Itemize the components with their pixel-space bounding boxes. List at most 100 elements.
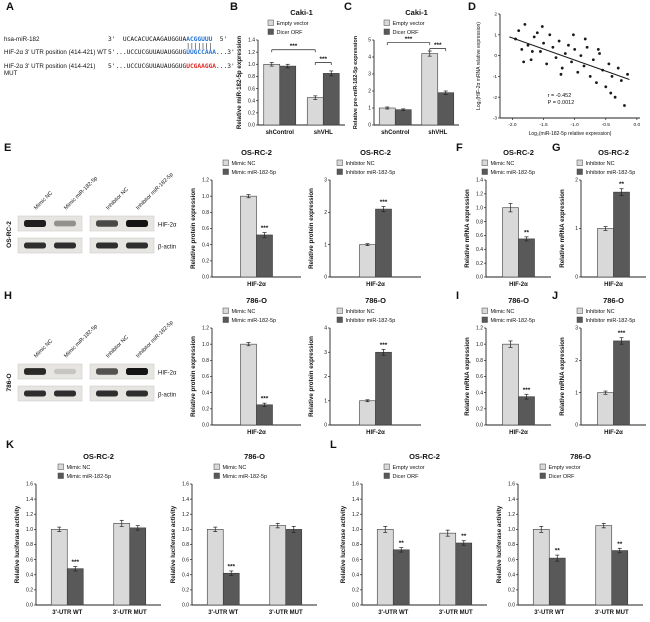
svg-text:3: 3 bbox=[324, 178, 327, 184]
svg-text:1: 1 bbox=[368, 106, 371, 112]
svg-text:0.8: 0.8 bbox=[352, 542, 359, 548]
svg-text:Relative luciferase activity: Relative luciferase activity bbox=[496, 505, 503, 583]
svg-text:3'-UTR MUT: 3'-UTR MUT bbox=[113, 610, 147, 616]
svg-text:3'-UTR WT: 3'-UTR WT bbox=[534, 610, 564, 616]
svg-text:HIF-2α: HIF-2α bbox=[509, 282, 528, 288]
svg-text:β-actin: β-actin bbox=[158, 245, 176, 251]
svg-text:0.2: 0.2 bbox=[508, 588, 515, 594]
svg-text:0.2: 0.2 bbox=[182, 588, 189, 594]
svg-text:***: *** bbox=[380, 342, 388, 349]
svg-text:Mimic miR-182-5p: Mimic miR-182-5p bbox=[491, 170, 536, 176]
svg-text:0.0: 0.0 bbox=[182, 603, 189, 609]
svg-text:Mimic miR-182-5p: Mimic miR-182-5p bbox=[232, 318, 277, 324]
panel-label-d: D bbox=[468, 1, 476, 13]
svg-text:1.0: 1.0 bbox=[476, 205, 483, 211]
svg-text:HIF-2α: HIF-2α bbox=[158, 371, 177, 377]
svg-text:0.6: 0.6 bbox=[508, 557, 515, 563]
chart-786o-mrna-mimic: 786-O Mimic NC Mimic miR-182-5p 0.0 0.2 0.4 0.… bbox=[462, 294, 554, 438]
svg-text:1: 1 bbox=[324, 242, 327, 248]
svg-text:HIF-2α: HIF-2α bbox=[604, 282, 623, 288]
chart-svg-H1: 786-O Mimic NC Mimic miR-182-5p 0.0 0.2 0.4 0.… bbox=[190, 296, 301, 436]
svg-text:4: 4 bbox=[368, 55, 371, 61]
sequence-alignment-panel: hsa-miR-182 3' UCACACUCAAGAUGGUAACGGUUU … bbox=[4, 36, 235, 77]
panel-label-j: J bbox=[552, 290, 559, 302]
svg-text:***: *** bbox=[261, 225, 269, 232]
svg-text:HIF-2α: HIF-2α bbox=[366, 282, 385, 288]
svg-text:Inhibitor miR-182-5p: Inhibitor miR-182-5p bbox=[586, 318, 636, 324]
svg-text:Empty vector: Empty vector bbox=[549, 465, 581, 471]
svg-text:0: 0 bbox=[575, 423, 578, 429]
chart-svg-C: Caki-1 Empty vector Dicer ORF 0 1 2 3 4 5 Relativ… bbox=[353, 8, 459, 136]
svg-text:1.2: 1.2 bbox=[26, 512, 33, 518]
svg-text:0.0: 0.0 bbox=[26, 603, 33, 609]
svg-text:0.8: 0.8 bbox=[248, 74, 255, 80]
blot-svg-H: 786-O Mimic NC Mimic miR-182-5p Inhibitor N… bbox=[6, 320, 177, 402]
chart-osrc2-luciferase-mimic: OS-RC-2 Mimic NC Mimic miR-182-5p 0.0 0.2 0.4… bbox=[12, 450, 164, 618]
svg-text:***: *** bbox=[290, 43, 298, 50]
svg-text:Inhibitor NC: Inhibitor NC bbox=[346, 309, 375, 315]
svg-text:0.4: 0.4 bbox=[182, 572, 189, 578]
panel-label-g: G bbox=[552, 142, 561, 154]
svg-text:***: *** bbox=[523, 387, 531, 394]
utr-wt-site: UUGCCAAA bbox=[186, 49, 217, 56]
chart-svg-I: 786-O Mimic NC Mimic miR-182-5p 0.0 0.2 0.4 0.… bbox=[464, 296, 551, 436]
svg-text:2: 2 bbox=[324, 210, 327, 216]
mir-name: hsa-miR-182 bbox=[4, 36, 40, 43]
svg-text:Dicer ORF: Dicer ORF bbox=[277, 30, 304, 36]
svg-text:786-O: 786-O bbox=[570, 452, 591, 461]
svg-text:0.8: 0.8 bbox=[182, 542, 189, 548]
svg-text:0: 0 bbox=[368, 123, 371, 129]
svg-text:1.4: 1.4 bbox=[476, 178, 483, 184]
chart-osrc2-mrna-mimic: OS-RC-2 Mimic NC Mimic miR-182-5p 0.0 0.2 0.4… bbox=[462, 146, 554, 290]
chart-caki1-premir182: Caki-1 Empty vector Dicer ORF 0 1 2 3 4 5 Relativ… bbox=[350, 6, 462, 138]
svg-text:1.0: 1.0 bbox=[202, 194, 209, 200]
svg-text:0.4: 0.4 bbox=[202, 390, 209, 396]
svg-text:Relative protein expression: Relative protein expression bbox=[190, 336, 197, 417]
base-pairing-row: ||||||| bbox=[4, 43, 232, 50]
svg-text:Inhibitor miR-182-5p: Inhibitor miR-182-5p bbox=[346, 318, 396, 324]
svg-text:0.2: 0.2 bbox=[352, 588, 359, 594]
chart-svg-K1: OS-RC-2 Mimic NC Mimic miR-182-5p 0.0 0.2 0.4… bbox=[14, 452, 161, 616]
svg-text:Mimic NC: Mimic NC bbox=[33, 190, 54, 211]
svg-text:1.0: 1.0 bbox=[202, 342, 209, 348]
svg-text:Mimic miR-182-5p: Mimic miR-182-5p bbox=[491, 318, 536, 324]
svg-text:Caki-1: Caki-1 bbox=[405, 8, 428, 17]
svg-text:Log₂(miR-182-5p relative expre: Log₂(miR-182-5p relative expression) bbox=[529, 131, 612, 137]
svg-text:2: 2 bbox=[368, 89, 371, 95]
svg-text:1.2: 1.2 bbox=[202, 326, 209, 332]
panel-label-c: C bbox=[344, 1, 352, 13]
chart-svg-B: Caki-1 Empty vector Dicer ORF 0.0 0.2 0.4 0.6 0… bbox=[236, 8, 345, 136]
svg-text:3: 3 bbox=[368, 72, 371, 78]
svg-text:0: 0 bbox=[324, 423, 327, 429]
svg-text:1.4: 1.4 bbox=[352, 497, 359, 503]
svg-text:OS-RC-2: OS-RC-2 bbox=[83, 452, 114, 461]
chart-786o-protein-inhibitor: 786-O Inhibitor NC Inhibitor miR-182-5p 0 1 2… bbox=[306, 294, 424, 438]
svg-text:Relative mRNA expression: Relative mRNA expression bbox=[464, 337, 471, 416]
svg-text:Dicer ORF: Dicer ORF bbox=[549, 474, 576, 480]
svg-text:1.4: 1.4 bbox=[508, 497, 515, 503]
svg-text:***: *** bbox=[261, 396, 269, 403]
svg-text:Mimic NC: Mimic NC bbox=[232, 161, 256, 167]
svg-text:OS-RC-2: OS-RC-2 bbox=[6, 221, 13, 248]
chart-osrc2-protein-inhibitor: OS-RC-2 Inhibitor NC Inhibitor miR-182-5p 0… bbox=[306, 146, 424, 290]
svg-text:-1.5: -1.5 bbox=[539, 122, 548, 128]
svg-text:3'-UTR MUT: 3'-UTR MUT bbox=[269, 610, 303, 616]
svg-text:1.2: 1.2 bbox=[476, 326, 483, 332]
svg-text:2: 2 bbox=[575, 178, 578, 184]
svg-text:1.0: 1.0 bbox=[182, 527, 189, 533]
svg-text:1.4: 1.4 bbox=[26, 497, 33, 503]
svg-text:HIF-2α: HIF-2α bbox=[247, 430, 266, 436]
svg-text:0.0: 0.0 bbox=[476, 275, 483, 281]
svg-text:Dicer ORF: Dicer ORF bbox=[393, 30, 420, 36]
svg-text:0: 0 bbox=[324, 275, 327, 281]
panel-label-i: I bbox=[456, 290, 460, 302]
mir-sequence-row: hsa-miR-182 3' UCACACUCAAGAUGGUAACGGUUU … bbox=[4, 36, 232, 45]
svg-text:**: ** bbox=[461, 533, 467, 540]
svg-text:HIF-2α: HIF-2α bbox=[509, 430, 528, 436]
panel-label-f: F bbox=[456, 142, 463, 154]
svg-text:3'-UTR WT: 3'-UTR WT bbox=[208, 610, 238, 616]
panel-label-l: L bbox=[330, 439, 337, 451]
svg-text:0.0: 0.0 bbox=[476, 423, 483, 429]
svg-text:0.2: 0.2 bbox=[476, 261, 483, 267]
